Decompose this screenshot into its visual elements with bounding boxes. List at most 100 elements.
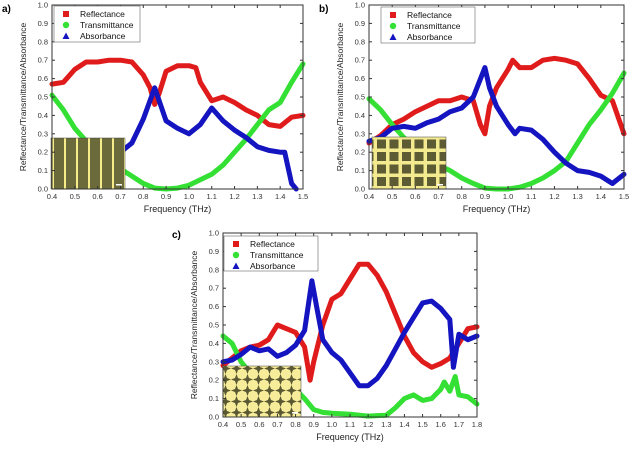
- legend-label: Reflectance: [407, 10, 452, 20]
- x-tick-label: 1.0: [327, 420, 337, 429]
- microscope-inset-image: [222, 365, 302, 418]
- x-tick-label: 0.5: [236, 420, 246, 429]
- y-tick-label: 0.6: [38, 74, 48, 83]
- x-tick-label: 1.5: [417, 420, 427, 429]
- x-tick-label: 1.7: [454, 420, 464, 429]
- legend-marker-triangle-icon: [232, 262, 240, 269]
- y-tick-label: 0.9: [355, 19, 365, 28]
- legend-label: Absorbance: [407, 32, 453, 42]
- y-tick-label: 0.0: [355, 185, 365, 194]
- x-tick-label: 0.8: [138, 192, 148, 201]
- y-tick-label: 1.0: [38, 1, 48, 10]
- x-tick-label: 0.9: [308, 420, 318, 429]
- series-line-absorbance: [220, 278, 480, 389]
- legend-marker-circle-icon: [389, 22, 397, 30]
- x-tick-label: 0.7: [433, 192, 443, 201]
- legend-label: Reflectance: [80, 9, 125, 19]
- x-tick-label: 1.0: [184, 192, 194, 201]
- legend-label: Transmittance: [407, 21, 461, 31]
- microscope-inset-image: [371, 136, 447, 190]
- x-tick-label: 1.8: [472, 420, 482, 429]
- legend-marker-circle-icon: [232, 251, 240, 259]
- x-tick-label: 1.5: [619, 192, 629, 201]
- y-tick-label: 0.8: [355, 37, 365, 46]
- y-tick-label: 0.4: [209, 339, 219, 348]
- x-tick-label: 0.5: [387, 192, 397, 201]
- y-tick-label: 0.8: [209, 265, 219, 274]
- y-tick-label: 0.9: [209, 247, 219, 256]
- y-tick-label: 0.3: [209, 357, 219, 366]
- x-tick-label: 1.3: [572, 192, 582, 201]
- y-tick-label: 0.0: [38, 185, 48, 194]
- y-tick-label: 0.7: [38, 56, 48, 65]
- x-tick-label: 0.8: [457, 192, 467, 201]
- y-axis-label: Reflectance/Transmittance/Absorbance: [189, 250, 199, 399]
- y-tick-label: 0.8: [38, 37, 48, 46]
- scale-bar: [116, 184, 122, 186]
- x-tick-label: 1.4: [596, 192, 606, 201]
- x-tick-label: 1.3: [381, 420, 391, 429]
- y-tick-label: 1.0: [209, 229, 219, 238]
- y-tick-label: 0.1: [355, 166, 365, 175]
- x-tick-label: 0.5: [70, 192, 80, 201]
- scale-bar: [437, 184, 443, 186]
- x-tick-label: 1.2: [549, 192, 559, 201]
- x-tick-label: 1.4: [399, 420, 409, 429]
- chart-panel-c: c) 0.4 0.5 0.6 0.7 0.8 0.9 1.0 1.1 1.2 1.3 1.4 1.5 1.…: [172, 229, 482, 443]
- legend-marker-triangle-icon: [389, 33, 397, 40]
- x-tick-label: 1.5: [298, 192, 308, 201]
- y-tick-label: 0.9: [38, 19, 48, 28]
- x-tick-label: 1.3: [252, 192, 262, 201]
- legend-marker-square-icon: [63, 11, 69, 17]
- y-tick-label: 0.4: [38, 111, 48, 120]
- panel-label: c): [172, 230, 181, 241]
- y-tick-label: 1.0: [355, 1, 365, 10]
- legend-box: [380, 6, 476, 44]
- microscope-inset-image: [50, 137, 126, 190]
- legend-label: Transmittance: [80, 20, 134, 30]
- x-tick-label: 1.1: [526, 192, 536, 201]
- legend-marker-circle-icon: [62, 21, 70, 29]
- y-tick-label: 0.2: [38, 148, 48, 157]
- x-axis-label: Frequency (THz): [463, 204, 531, 214]
- x-axis-label: Frequency (THz): [316, 432, 384, 442]
- x-tick-label: 0.7: [272, 420, 282, 429]
- x-tick-label: 0.7: [115, 192, 125, 201]
- y-tick-label: 0.6: [355, 74, 365, 83]
- y-tick-label: 0.2: [355, 148, 365, 157]
- x-tick-label: 0.6: [92, 192, 102, 201]
- x-tick-label: 0.9: [480, 192, 490, 201]
- x-tick-label: 0.4: [218, 420, 228, 429]
- y-tick-label: 0.4: [355, 111, 365, 120]
- y-tick-label: 0.1: [38, 166, 48, 175]
- x-tick-label: 0.8: [290, 420, 300, 429]
- series-line-reflectance: [220, 261, 480, 383]
- x-tick-label: 1.2: [229, 192, 239, 201]
- x-axis-label: Frequency (THz): [144, 204, 212, 214]
- legend-label: Reflectance: [250, 239, 295, 249]
- legend-marker-triangle-icon: [62, 32, 70, 39]
- y-tick-label: 0.5: [355, 93, 365, 102]
- panel-label: a): [2, 4, 11, 15]
- y-tick-label: 0.6: [209, 302, 219, 311]
- chart-panel-b: b) 0.4 0.5 0.6 0.7 0.8 0.9 1.0 1.1 1.2 1.3 1.4 1.5 0.…: [319, 1, 629, 215]
- x-tick-label: 0.4: [364, 192, 374, 201]
- x-tick-label: 1.6: [435, 420, 445, 429]
- chart-panel-a: a) 0.4 0.5 0.6 0.7 0.8 0.9 1.0 1.1 1.2 1.3 1.4 1.5 0.…: [2, 1, 308, 215]
- x-tick-label: 1.1: [207, 192, 217, 201]
- y-tick-label: 0.7: [209, 284, 219, 293]
- x-tick-label: 0.9: [161, 192, 171, 201]
- series-line-absorbance: [366, 65, 627, 186]
- legend-box: [223, 235, 319, 272]
- y-axis-label: Reflectance/Transmittance/Absorbance: [18, 22, 28, 171]
- series-line-reflectance: [49, 57, 306, 129]
- legend-marker-square-icon: [390, 12, 396, 18]
- x-tick-label: 1.2: [363, 420, 373, 429]
- x-tick-label: 1.1: [345, 420, 355, 429]
- x-tick-label: 0.6: [410, 192, 420, 201]
- y-axis-label: Reflectance/Transmittance/Absorbance: [335, 22, 345, 171]
- y-tick-label: 0.1: [209, 394, 219, 403]
